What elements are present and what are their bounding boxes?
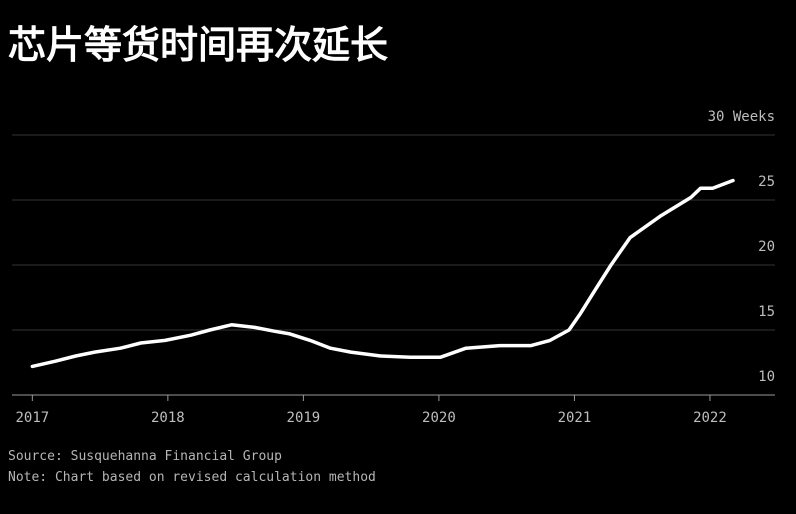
x-tick-label: 2020: [422, 410, 456, 426]
x-tick-label: 2018: [151, 410, 185, 426]
y-tick-label: 20: [758, 239, 775, 255]
x-tick-label: 2019: [287, 410, 321, 426]
y-tick-label: 30 Weeks: [708, 109, 775, 125]
chart-title: 芯片等货时间再次延长: [8, 23, 388, 67]
y-tick-label: 25: [758, 174, 775, 190]
y-tick-label: 10: [758, 369, 775, 385]
x-tick-label: 2022: [693, 410, 727, 426]
x-tick-label: 2021: [558, 410, 592, 426]
source: Source: Susquehanna Financial Group: [8, 449, 282, 464]
note: Note: Chart based on revised calculation…: [8, 470, 376, 485]
x-tick-label: 2017: [15, 410, 49, 426]
line: [30, 178, 735, 369]
y-tick-label: 15: [758, 304, 775, 320]
